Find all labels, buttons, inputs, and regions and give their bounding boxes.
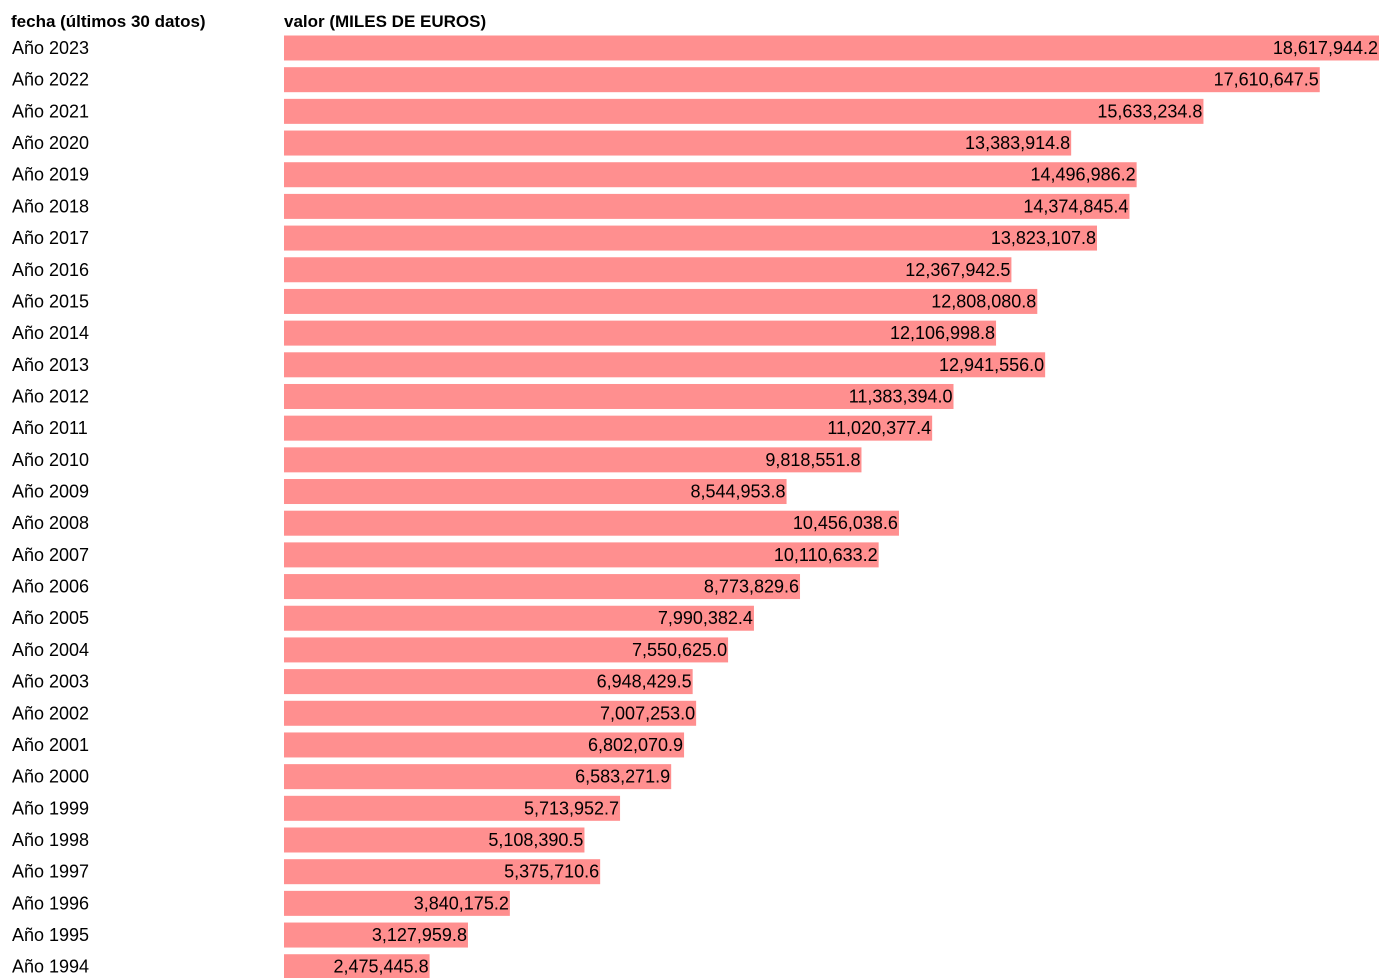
category-label: Año 2008 (12, 513, 89, 533)
value-label: 8,773,829.6 (704, 577, 799, 597)
value-label: 5,108,390.5 (488, 830, 583, 850)
bar-rows: Año 2023 18,617,944.2 Año 2022 17,610,647.5… (12, 35, 1379, 978)
value-label: 5,375,710.6 (504, 862, 599, 882)
category-label: Año 2004 (12, 640, 89, 660)
category-label: Año 2021 (12, 101, 89, 121)
value-label: 11,020,377.4 (827, 418, 931, 438)
category-label: Año 2011 (12, 418, 88, 438)
bar (284, 732, 685, 758)
category-label: Año 2019 (12, 165, 89, 185)
value-label: 12,106,998.8 (890, 323, 995, 343)
value-label: 11,383,394.0 (849, 386, 953, 406)
bar (284, 225, 1097, 251)
bar (284, 764, 672, 790)
category-label: Año 2000 (12, 767, 89, 787)
category-label: Año 2017 (12, 228, 89, 248)
value-label: 7,007,253.0 (600, 703, 695, 723)
category-label: Año 2013 (12, 355, 89, 375)
bar (284, 130, 1072, 156)
value-label: 12,941,556.0 (939, 355, 1044, 375)
category-label: Año 1994 (12, 957, 89, 977)
value-label: 12,367,942.5 (905, 260, 1010, 280)
bar (284, 415, 933, 441)
bar (284, 795, 621, 821)
bar (284, 479, 787, 505)
category-label: Año 1998 (12, 830, 89, 850)
bar (284, 352, 1046, 378)
bar (284, 35, 1379, 61)
value-label: 10,110,633.2 (774, 545, 878, 565)
value-label: 13,383,914.8 (965, 133, 1070, 153)
bar (284, 288, 1038, 314)
bar (284, 859, 601, 885)
bar (284, 954, 430, 978)
category-label: Año 2023 (12, 38, 89, 58)
value-label: 5,713,952.7 (524, 798, 619, 818)
bar (284, 320, 997, 346)
bar (284, 700, 697, 726)
value-label: 6,948,429.5 (597, 672, 692, 692)
bar (284, 162, 1137, 188)
bar (284, 827, 585, 853)
bar (284, 637, 729, 663)
value-label: 10,456,038.6 (793, 513, 898, 533)
value-label: 14,496,986.2 (1031, 165, 1136, 185)
value-label: 7,990,382.4 (658, 608, 753, 628)
category-label: Año 2016 (12, 260, 89, 280)
category-label: Año 1996 (12, 893, 89, 913)
bar (284, 98, 1204, 124)
category-label: Año 2009 (12, 482, 89, 502)
value-label: 15,633,234.8 (1097, 101, 1202, 121)
value-label: 6,583,271.9 (575, 767, 670, 787)
category-label: Año 2007 (12, 545, 89, 565)
value-label: 8,544,953.8 (690, 482, 785, 502)
value-label: 14,374,845.4 (1023, 196, 1128, 216)
value-label: 3,840,175.2 (414, 893, 509, 913)
category-label: Año 1997 (12, 862, 89, 882)
bar (284, 510, 899, 536)
value-label: 12,808,080.8 (931, 291, 1036, 311)
value-label: 9,818,551.8 (765, 450, 860, 470)
category-label: Año 2020 (12, 133, 89, 153)
category-label: Año 1999 (12, 798, 89, 818)
bar (284, 542, 879, 568)
value-label: 13,823,107.8 (991, 228, 1096, 248)
value-label: 2,475,445.8 (333, 957, 428, 977)
bar (284, 257, 1012, 283)
bar (284, 383, 954, 409)
category-label: Año 2015 (12, 291, 89, 311)
category-label: Año 1995 (12, 925, 89, 945)
bar (284, 193, 1130, 219)
category-label: Año 2003 (12, 672, 89, 692)
bar (284, 890, 510, 916)
category-label: Año 2014 (12, 323, 89, 343)
value-label: 17,610,647.5 (1214, 70, 1319, 90)
bar (284, 574, 801, 600)
bar (284, 922, 468, 948)
category-label: Año 2018 (12, 196, 89, 216)
bar (284, 67, 1320, 93)
value-column-header: valor (MILES DE EUROS) (284, 12, 486, 31)
bar (284, 447, 862, 473)
category-label: Año 2010 (12, 450, 89, 470)
category-column-header: fecha (últimos 30 datos) (11, 12, 206, 31)
category-label: Año 2002 (12, 703, 89, 723)
value-label: 3,127,959.8 (372, 925, 467, 945)
bar (284, 605, 754, 631)
bar (284, 669, 693, 695)
category-label: Año 2005 (12, 608, 89, 628)
value-label: 18,617,944.2 (1273, 38, 1378, 58)
category-label: Año 2012 (12, 386, 89, 406)
category-label: Año 2022 (12, 70, 89, 90)
value-label: 6,802,070.9 (588, 735, 683, 755)
category-label: Año 2001 (12, 735, 89, 755)
category-label: Año 2006 (12, 577, 89, 597)
value-label: 7,550,625.0 (632, 640, 727, 660)
